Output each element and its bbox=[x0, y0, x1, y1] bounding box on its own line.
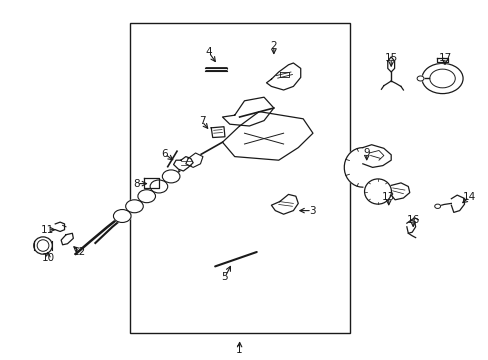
Text: 7: 7 bbox=[198, 116, 205, 126]
Text: 11: 11 bbox=[41, 225, 55, 235]
Text: 12: 12 bbox=[73, 247, 86, 257]
Text: 10: 10 bbox=[41, 253, 54, 263]
Text: 9: 9 bbox=[363, 148, 369, 158]
Text: 1: 1 bbox=[236, 345, 243, 355]
Polygon shape bbox=[271, 194, 298, 214]
Circle shape bbox=[416, 76, 423, 81]
Text: 14: 14 bbox=[462, 192, 475, 202]
Circle shape bbox=[150, 180, 167, 193]
Text: 15: 15 bbox=[384, 53, 397, 63]
Polygon shape bbox=[406, 220, 415, 233]
Polygon shape bbox=[450, 195, 464, 212]
Ellipse shape bbox=[34, 237, 52, 254]
Polygon shape bbox=[436, 58, 447, 62]
Circle shape bbox=[421, 63, 462, 94]
Circle shape bbox=[138, 190, 155, 203]
Polygon shape bbox=[390, 183, 409, 200]
Text: 5: 5 bbox=[221, 272, 228, 282]
Polygon shape bbox=[173, 157, 193, 171]
Polygon shape bbox=[266, 63, 300, 90]
Polygon shape bbox=[144, 178, 159, 188]
Polygon shape bbox=[55, 222, 64, 231]
Text: 4: 4 bbox=[205, 47, 212, 57]
Polygon shape bbox=[222, 112, 312, 160]
Text: 6: 6 bbox=[161, 149, 168, 159]
Polygon shape bbox=[362, 145, 390, 167]
Polygon shape bbox=[61, 233, 73, 245]
Circle shape bbox=[113, 210, 131, 222]
Polygon shape bbox=[185, 153, 203, 167]
Text: 8: 8 bbox=[133, 179, 140, 189]
Text: 16: 16 bbox=[406, 215, 419, 225]
Polygon shape bbox=[387, 57, 394, 72]
Text: 2: 2 bbox=[270, 41, 277, 51]
Ellipse shape bbox=[364, 179, 391, 204]
Bar bbox=[129, 23, 349, 333]
Circle shape bbox=[434, 204, 440, 208]
Polygon shape bbox=[222, 97, 273, 126]
Text: 17: 17 bbox=[437, 53, 451, 63]
Circle shape bbox=[162, 170, 180, 183]
Polygon shape bbox=[344, 148, 362, 187]
Polygon shape bbox=[211, 127, 224, 138]
Circle shape bbox=[125, 200, 143, 213]
Text: 13: 13 bbox=[381, 192, 395, 202]
Text: 3: 3 bbox=[308, 206, 315, 216]
